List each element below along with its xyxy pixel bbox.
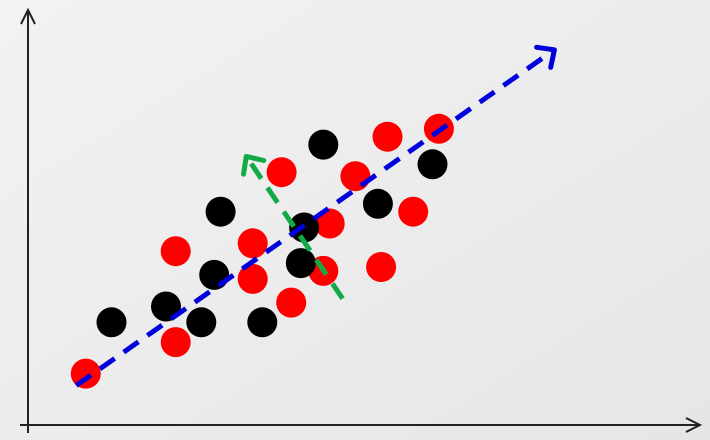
- black-data-point: [205, 196, 236, 227]
- black-data-point: [96, 307, 127, 338]
- red-data-point: [160, 327, 191, 358]
- black-data-point: [417, 149, 448, 180]
- red-data-point: [237, 263, 268, 294]
- green-secondary-axis-arrow-head: [241, 153, 267, 177]
- black-data-point: [247, 307, 278, 338]
- red-data-point: [372, 121, 403, 152]
- black-data-point: [308, 129, 339, 160]
- black-data-point: [362, 188, 393, 219]
- red-data-point: [276, 287, 307, 318]
- red-data-point: [237, 228, 268, 259]
- red-data-point: [266, 157, 297, 188]
- black-data-point: [151, 291, 181, 322]
- black-data-point: [199, 259, 230, 290]
- red-data-point: [398, 196, 429, 227]
- axes: [20, 7, 703, 433]
- red-data-point: [314, 208, 345, 239]
- red-data-point: [366, 252, 397, 282]
- blue-principal-axis-arrow: [74, 47, 556, 388]
- y-axis-arrowhead: [20, 7, 36, 25]
- x-axis-arrowhead: [685, 417, 703, 433]
- black-data-point: [285, 248, 316, 279]
- blue-principal-axis-arrow-head: [534, 44, 557, 70]
- red-data-point: [340, 161, 371, 192]
- red-data-point: [160, 236, 191, 267]
- black-data-point: [186, 307, 217, 338]
- annotation-arrows: [74, 44, 557, 388]
